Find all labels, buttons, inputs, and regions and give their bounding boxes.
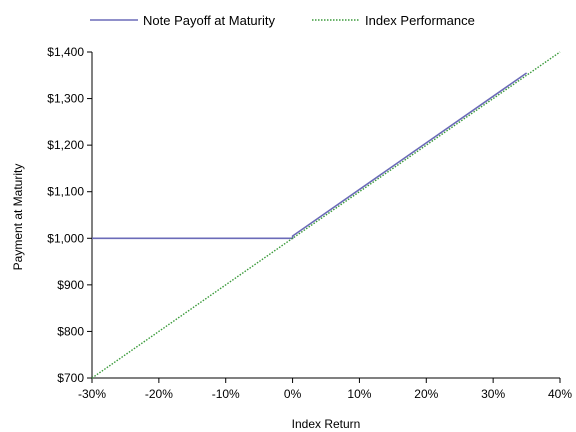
legend: Note Payoff at Maturity Index Performance	[90, 13, 475, 28]
y-tick-label: $900	[57, 278, 84, 292]
y-tick-label: $1,200	[47, 138, 84, 152]
y-tick-label: $700	[57, 371, 84, 385]
x-tick-label: 0%	[284, 387, 302, 401]
x-tick-label: 10%	[347, 387, 371, 401]
axes: $700 $800 $900 $1,000 $1,100 $1,200 $1,300 $1,4…	[47, 45, 572, 401]
series-group	[91, 51, 561, 379]
note-payoff-line	[92, 72, 528, 240]
legend-label-note-payoff: Note Payoff at Maturity	[143, 13, 275, 28]
x-tick-label: 40%	[548, 387, 572, 401]
y-tick-label: $1,300	[47, 92, 84, 106]
x-tick-label: -10%	[212, 387, 240, 401]
x-tick-label: -20%	[145, 387, 173, 401]
y-axis-title: Payment at Maturity	[11, 164, 25, 271]
y-tick-label: $1,100	[47, 185, 84, 199]
y-tick-label: $1,400	[47, 45, 84, 59]
x-tick-label: 30%	[481, 387, 505, 401]
index-performance-line	[91, 51, 561, 379]
x-tick-label: -30%	[78, 387, 106, 401]
y-tick-label: $1,000	[47, 231, 84, 245]
x-tick-label: 20%	[414, 387, 438, 401]
y-tick-label: $800	[57, 324, 84, 338]
x-axis-title: Index Return	[292, 417, 361, 431]
legend-label-index-performance: Index Performance	[365, 13, 475, 28]
